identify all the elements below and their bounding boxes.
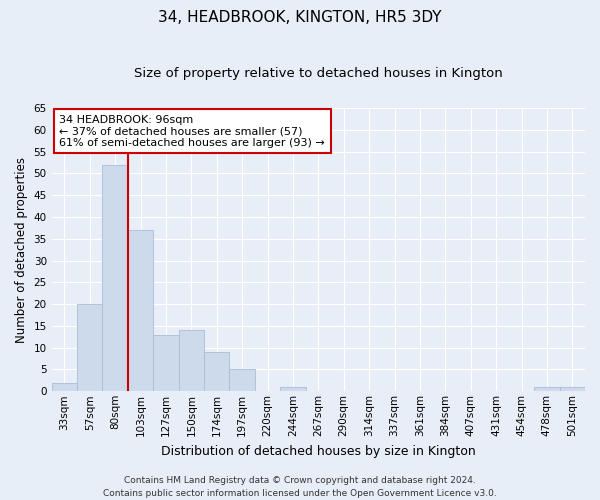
Bar bbox=[534, 387, 560, 392]
Text: 34 HEADBROOK: 96sqm
← 37% of detached houses are smaller (57)
61% of semi-detach: 34 HEADBROOK: 96sqm ← 37% of detached ho… bbox=[59, 114, 325, 148]
X-axis label: Distribution of detached houses by size in Kington: Distribution of detached houses by size … bbox=[161, 444, 476, 458]
Bar bbox=[153, 334, 179, 392]
Bar bbox=[560, 387, 585, 392]
Y-axis label: Number of detached properties: Number of detached properties bbox=[15, 156, 28, 342]
Text: Contains HM Land Registry data © Crown copyright and database right 2024.
Contai: Contains HM Land Registry data © Crown c… bbox=[103, 476, 497, 498]
Bar bbox=[52, 382, 77, 392]
Bar bbox=[229, 370, 255, 392]
Bar bbox=[280, 387, 305, 392]
Text: 34, HEADBROOK, KINGTON, HR5 3DY: 34, HEADBROOK, KINGTON, HR5 3DY bbox=[158, 10, 442, 25]
Bar bbox=[103, 164, 128, 392]
Bar bbox=[77, 304, 103, 392]
Bar bbox=[128, 230, 153, 392]
Bar bbox=[179, 330, 204, 392]
Title: Size of property relative to detached houses in Kington: Size of property relative to detached ho… bbox=[134, 68, 503, 80]
Bar bbox=[204, 352, 229, 392]
